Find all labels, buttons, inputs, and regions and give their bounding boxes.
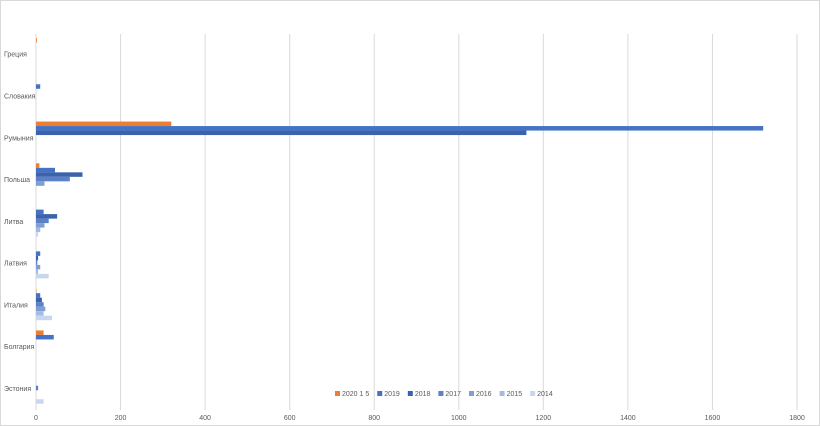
legend-swatch: [438, 391, 444, 396]
legend-label: 2018: [415, 391, 431, 398]
bar: [36, 251, 41, 256]
y-tick-label: Латвия: [4, 261, 27, 268]
x-tick-label: 1200: [536, 415, 552, 422]
bar: [36, 264, 41, 270]
legend-label: 2017: [445, 391, 461, 398]
y-tick-label: Польша: [4, 177, 30, 184]
x-tick-label: 1400: [620, 415, 636, 422]
y-tick-label: Болгария: [4, 344, 35, 351]
legend-swatch: [377, 391, 383, 396]
bar: [36, 218, 49, 224]
bar: [36, 306, 46, 312]
legend-swatch: [530, 391, 536, 396]
legend-label: 2016: [476, 391, 492, 398]
legend-label: 2015: [507, 391, 523, 398]
bar: [36, 334, 54, 340]
bar: [36, 214, 58, 219]
bar: [36, 126, 764, 131]
bar: [36, 297, 42, 303]
bar: [36, 167, 56, 173]
bar: [36, 172, 83, 177]
x-tick-label: 0: [34, 415, 38, 422]
bar: [36, 273, 49, 279]
legend-swatch: [499, 391, 505, 396]
y-tick-label: Греция: [4, 52, 27, 59]
x-tick-label: 1600: [705, 415, 721, 422]
y-tick-label: Словакия: [4, 94, 36, 101]
bar: [36, 121, 172, 127]
bar: [36, 232, 39, 237]
legend-label: 2014: [537, 391, 553, 398]
y-tick-label: Эстония: [4, 386, 31, 393]
x-tick-label: 600: [284, 415, 296, 422]
y-tick-label: Италия: [4, 302, 28, 309]
bar: [36, 223, 45, 228]
x-tick-label: 200: [115, 415, 127, 422]
bar: [36, 163, 40, 168]
bar: [36, 130, 527, 136]
bar: [36, 315, 53, 321]
bar: [36, 209, 44, 215]
bar: [36, 255, 39, 261]
bar: [36, 269, 39, 274]
x-tick-label: 400: [199, 415, 211, 422]
bar: [36, 176, 70, 182]
bar: [36, 181, 45, 186]
bar: [36, 330, 44, 335]
bar: [36, 84, 41, 89]
bar: [36, 293, 41, 298]
bar: [36, 227, 41, 233]
x-tick-label: 1000: [451, 415, 467, 422]
bar: [36, 302, 44, 307]
bar: [36, 38, 37, 43]
legend-swatch: [335, 391, 340, 396]
legend-label: 2019: [384, 391, 400, 398]
bar: [36, 260, 38, 265]
legend-label: 2020 1 5: [342, 391, 369, 398]
bar: [36, 311, 44, 316]
y-tick-label: Румыния: [4, 135, 34, 142]
x-tick-label: 800: [368, 415, 380, 422]
y-tick-label: Литва: [4, 219, 23, 226]
x-tick-label: 1800: [789, 415, 805, 422]
bar: [36, 399, 44, 404]
legend-swatch: [407, 391, 413, 396]
legend-swatch: [468, 391, 474, 396]
bar: [36, 385, 39, 391]
